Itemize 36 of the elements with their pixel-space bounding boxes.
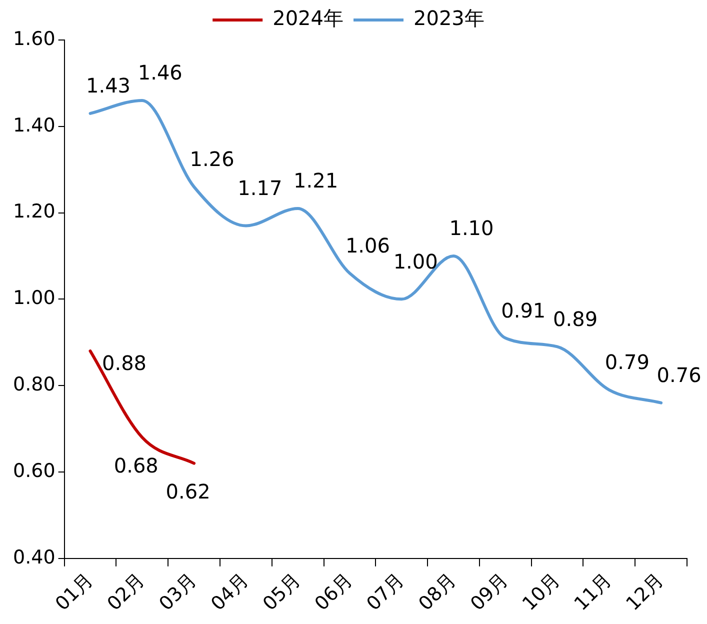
data-label: 1.17	[238, 176, 282, 200]
y-tick-label: 1.40	[12, 114, 56, 136]
data-label: 1.10	[449, 216, 494, 240]
data-label: 1.21	[294, 168, 338, 193]
y-tick-label: 0.40	[12, 546, 56, 568]
y-tick-label: 1.00	[12, 287, 56, 310]
data-label: 1.00	[393, 249, 438, 274]
data-label: 0.68	[114, 454, 158, 478]
data-label: 1.46	[138, 60, 182, 85]
x-tick-label: 12月	[622, 568, 668, 615]
y-tick-label: 0.80	[12, 374, 56, 396]
x-tick-label: 11月	[570, 568, 616, 615]
data-label: 0.62	[166, 480, 210, 504]
x-tick-label: 10月	[518, 568, 564, 615]
x-tick-label: 06月	[310, 568, 357, 615]
x-tick-label: 02月	[103, 568, 150, 615]
y-tick-label: 1.60	[12, 28, 56, 50]
y-tick-label: 1.20	[12, 200, 56, 223]
data-label: 1.26	[190, 147, 234, 172]
data-label: 0.89	[553, 306, 598, 331]
x-tick-label: 08月	[414, 568, 461, 615]
data-label: 0.88	[102, 351, 147, 376]
data-label: 0.91	[501, 298, 546, 322]
y-tick-label: 0.60	[12, 460, 56, 482]
x-tick-label: 01月	[51, 568, 98, 615]
data-label: 1.43	[86, 74, 131, 98]
legend-label: 2023年	[414, 6, 484, 30]
legend-label: 2024年	[272, 6, 344, 30]
x-tick-label: 04月	[206, 568, 253, 615]
x-tick-label: 05月	[258, 568, 305, 615]
data-label: 1.06	[345, 233, 390, 258]
data-label: 0.76	[656, 363, 702, 388]
data-label: 0.79	[604, 350, 650, 374]
x-tick-label: 07月	[362, 568, 409, 615]
x-tick-label: 03月	[154, 568, 202, 615]
x-tick-label: 09月	[466, 568, 512, 615]
